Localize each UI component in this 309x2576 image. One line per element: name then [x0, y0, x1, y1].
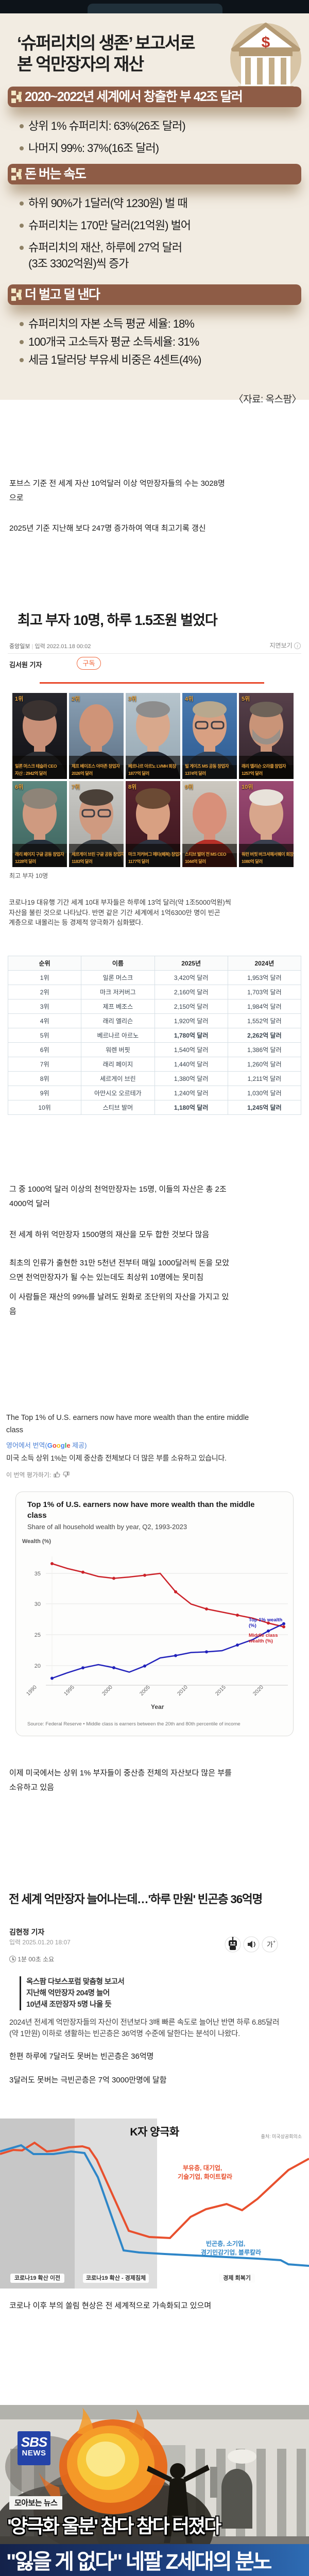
svg-text:1995: 1995	[63, 1684, 76, 1697]
svg-text:Wealth (%): Wealth (%)	[22, 1538, 51, 1545]
svg-text:wealth (%): wealth (%)	[248, 1638, 273, 1644]
svg-text:기술기업, 화이트칼라: 기술기업, 화이트칼라	[178, 2173, 232, 2180]
svg-text:경기민감기업, 블루칼라: 경기민감기업, 블루칼라	[201, 2248, 261, 2256]
svg-text:Year: Year	[151, 1703, 164, 1710]
svg-text:+: +	[273, 1939, 276, 1944]
svg-text:(%): (%)	[249, 1623, 256, 1629]
svg-text:가: 가	[267, 1941, 273, 1948]
svg-text:$: $	[262, 34, 270, 51]
svg-text:빈곤층, 소기업,: 빈곤층, 소기업,	[206, 2240, 245, 2247]
svg-text:25: 25	[35, 1632, 41, 1638]
svg-text:2020: 2020	[252, 1684, 265, 1697]
svg-text:20: 20	[35, 1663, 41, 1669]
svg-text:2015: 2015	[214, 1684, 227, 1697]
svg-text:2000: 2000	[101, 1684, 114, 1697]
svg-text:2005: 2005	[139, 1684, 151, 1697]
svg-text:35: 35	[35, 1571, 41, 1577]
svg-text:1990: 1990	[25, 1684, 38, 1697]
svg-text:Top 1% wealth: Top 1% wealth	[249, 1617, 282, 1623]
svg-text:Middle class: Middle class	[249, 1633, 278, 1638]
svg-text:2010: 2010	[176, 1684, 189, 1697]
svg-text:30: 30	[35, 1601, 41, 1607]
svg-text:부유층, 대기업,: 부유층, 대기업,	[183, 2164, 222, 2172]
